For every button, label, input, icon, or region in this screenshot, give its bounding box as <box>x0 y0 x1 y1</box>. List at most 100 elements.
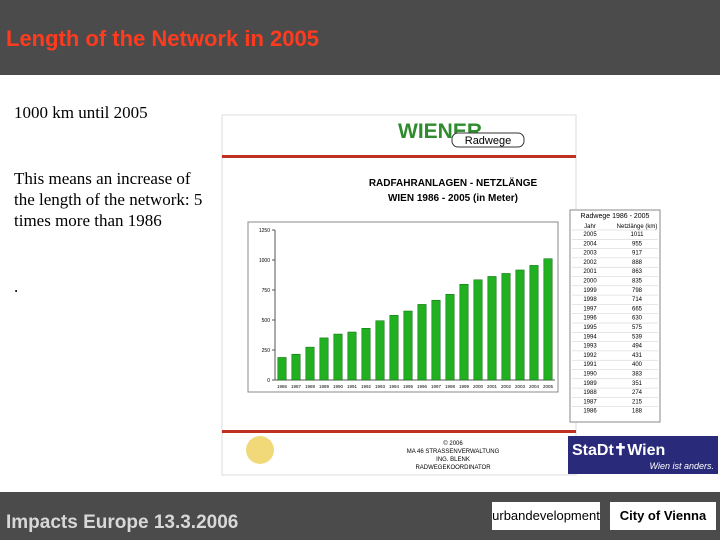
table-year: 1996 <box>583 316 597 322</box>
table-value: 1011 <box>631 232 645 238</box>
footer: Impacts Europe 13.3.2006 urbandevelopmen… <box>0 492 720 540</box>
bar <box>277 357 287 381</box>
city-slogan: Wien ist anders. <box>650 461 714 471</box>
table-year: 1994 <box>583 334 597 340</box>
body-text: 1000 km until 2005 This means an increas… <box>14 102 209 342</box>
table-frame <box>569 209 661 423</box>
x-tick-label: 2005 <box>543 384 554 389</box>
chart-title: RADFAHRANLAGEN - NETZLÄNGE <box>369 176 538 189</box>
city-logo-box <box>568 436 718 474</box>
x-tick-label: 1998 <box>445 384 456 389</box>
x-tick-label: 1986 <box>277 384 288 389</box>
table-year: 1988 <box>583 390 597 396</box>
table-value: 575 <box>632 325 643 331</box>
table-value: 798 <box>632 288 643 294</box>
x-tick-label: 1989 <box>319 384 330 389</box>
x-tick-label: 1992 <box>361 384 372 389</box>
bar <box>291 353 301 381</box>
table-value: 630 <box>632 316 643 322</box>
table-year: 2005 <box>583 232 597 238</box>
city-logo: StaDt✝Wien <box>572 442 665 459</box>
y-tick-label: 750 <box>262 288 271 294</box>
bar <box>501 273 511 381</box>
table-value: 431 <box>632 353 643 359</box>
table-value: 888 <box>632 260 643 266</box>
line: This means an increase of the length of … <box>14 169 203 230</box>
table-value: 400 <box>632 362 643 368</box>
credit: ING. BLENK <box>436 457 470 463</box>
table-value: 863 <box>632 269 643 275</box>
table-value: 215 <box>632 399 643 405</box>
y-tick-label: 0 <box>267 378 270 384</box>
bar <box>431 299 441 381</box>
credit: MA 46 STRASSENVERWALTUNG <box>407 449 500 455</box>
table-value: 714 <box>632 297 643 303</box>
red-rule <box>222 155 576 158</box>
x-tick-label: 1997 <box>431 384 442 389</box>
table-year: 1986 <box>583 409 597 415</box>
y-tick-label: 1000 <box>259 258 270 264</box>
table-value: 351 <box>632 381 643 387</box>
x-tick-label: 1995 <box>403 384 414 389</box>
bar <box>529 265 539 381</box>
table-value: 917 <box>632 251 643 257</box>
chart-title: WIEN 1986 - 2005 (in Meter) <box>388 193 518 204</box>
bar <box>445 294 455 381</box>
table-value: 835 <box>632 279 643 285</box>
table-year: 2000 <box>583 279 597 285</box>
logo-icon <box>246 436 274 464</box>
bar <box>347 331 357 381</box>
x-tick-label: 1991 <box>347 384 358 389</box>
line: 1000 km until 2005 <box>14 103 148 122</box>
x-tick-label: 1993 <box>375 384 386 389</box>
y-tick-label: 1250 <box>259 228 270 234</box>
table-year: 1987 <box>583 399 597 405</box>
table-year: 2002 <box>583 260 597 266</box>
table-title: Radwege 1986 - 2005 <box>581 213 650 220</box>
bar <box>473 279 483 381</box>
credit: © 2006 <box>443 440 463 447</box>
bar <box>375 320 385 381</box>
table-year: 1993 <box>583 344 597 350</box>
bar <box>389 315 399 381</box>
x-tick-label: 1987 <box>291 384 302 389</box>
y-tick-label: 250 <box>262 348 271 354</box>
x-tick-label: 2001 <box>487 384 498 389</box>
table-year: 2004 <box>583 241 597 247</box>
table-value: 383 <box>632 372 643 378</box>
table-year: 1999 <box>583 288 597 294</box>
bar <box>417 304 427 381</box>
table-year: 1992 <box>583 353 597 359</box>
bar <box>403 310 413 381</box>
table-year: 1995 <box>583 325 597 331</box>
table-year: 1997 <box>583 306 597 312</box>
bar <box>305 346 315 381</box>
x-tick-label: 1988 <box>305 384 316 389</box>
bar <box>459 283 469 381</box>
logo: urbandevelopment <box>492 502 600 530</box>
table-year: 1989 <box>583 381 597 387</box>
table-value: 274 <box>632 390 643 396</box>
x-tick-label: 1994 <box>389 384 400 389</box>
table-year: 1990 <box>583 372 597 378</box>
x-tick-label: 2003 <box>515 384 526 389</box>
x-tick-label: 1996 <box>417 384 428 389</box>
x-tick-label: 2002 <box>501 384 512 389</box>
brand-tag-box <box>451 132 525 148</box>
x-tick-label: 2004 <box>529 384 540 389</box>
table-header: Jahr <box>584 224 596 230</box>
bar <box>333 333 343 381</box>
bar <box>319 337 329 381</box>
table-value: 539 <box>632 334 643 340</box>
table-value: 494 <box>632 344 643 350</box>
header: Length of the Network in 2005 <box>0 0 720 75</box>
table-year: 2003 <box>583 251 597 257</box>
table-value: 955 <box>632 241 643 247</box>
x-tick-label: 1990 <box>333 384 344 389</box>
table-year: 1991 <box>583 362 597 368</box>
y-tick-label: 500 <box>262 318 271 324</box>
bar <box>543 258 553 381</box>
bar <box>515 269 525 381</box>
brand-tag: Radwege <box>465 135 511 147</box>
